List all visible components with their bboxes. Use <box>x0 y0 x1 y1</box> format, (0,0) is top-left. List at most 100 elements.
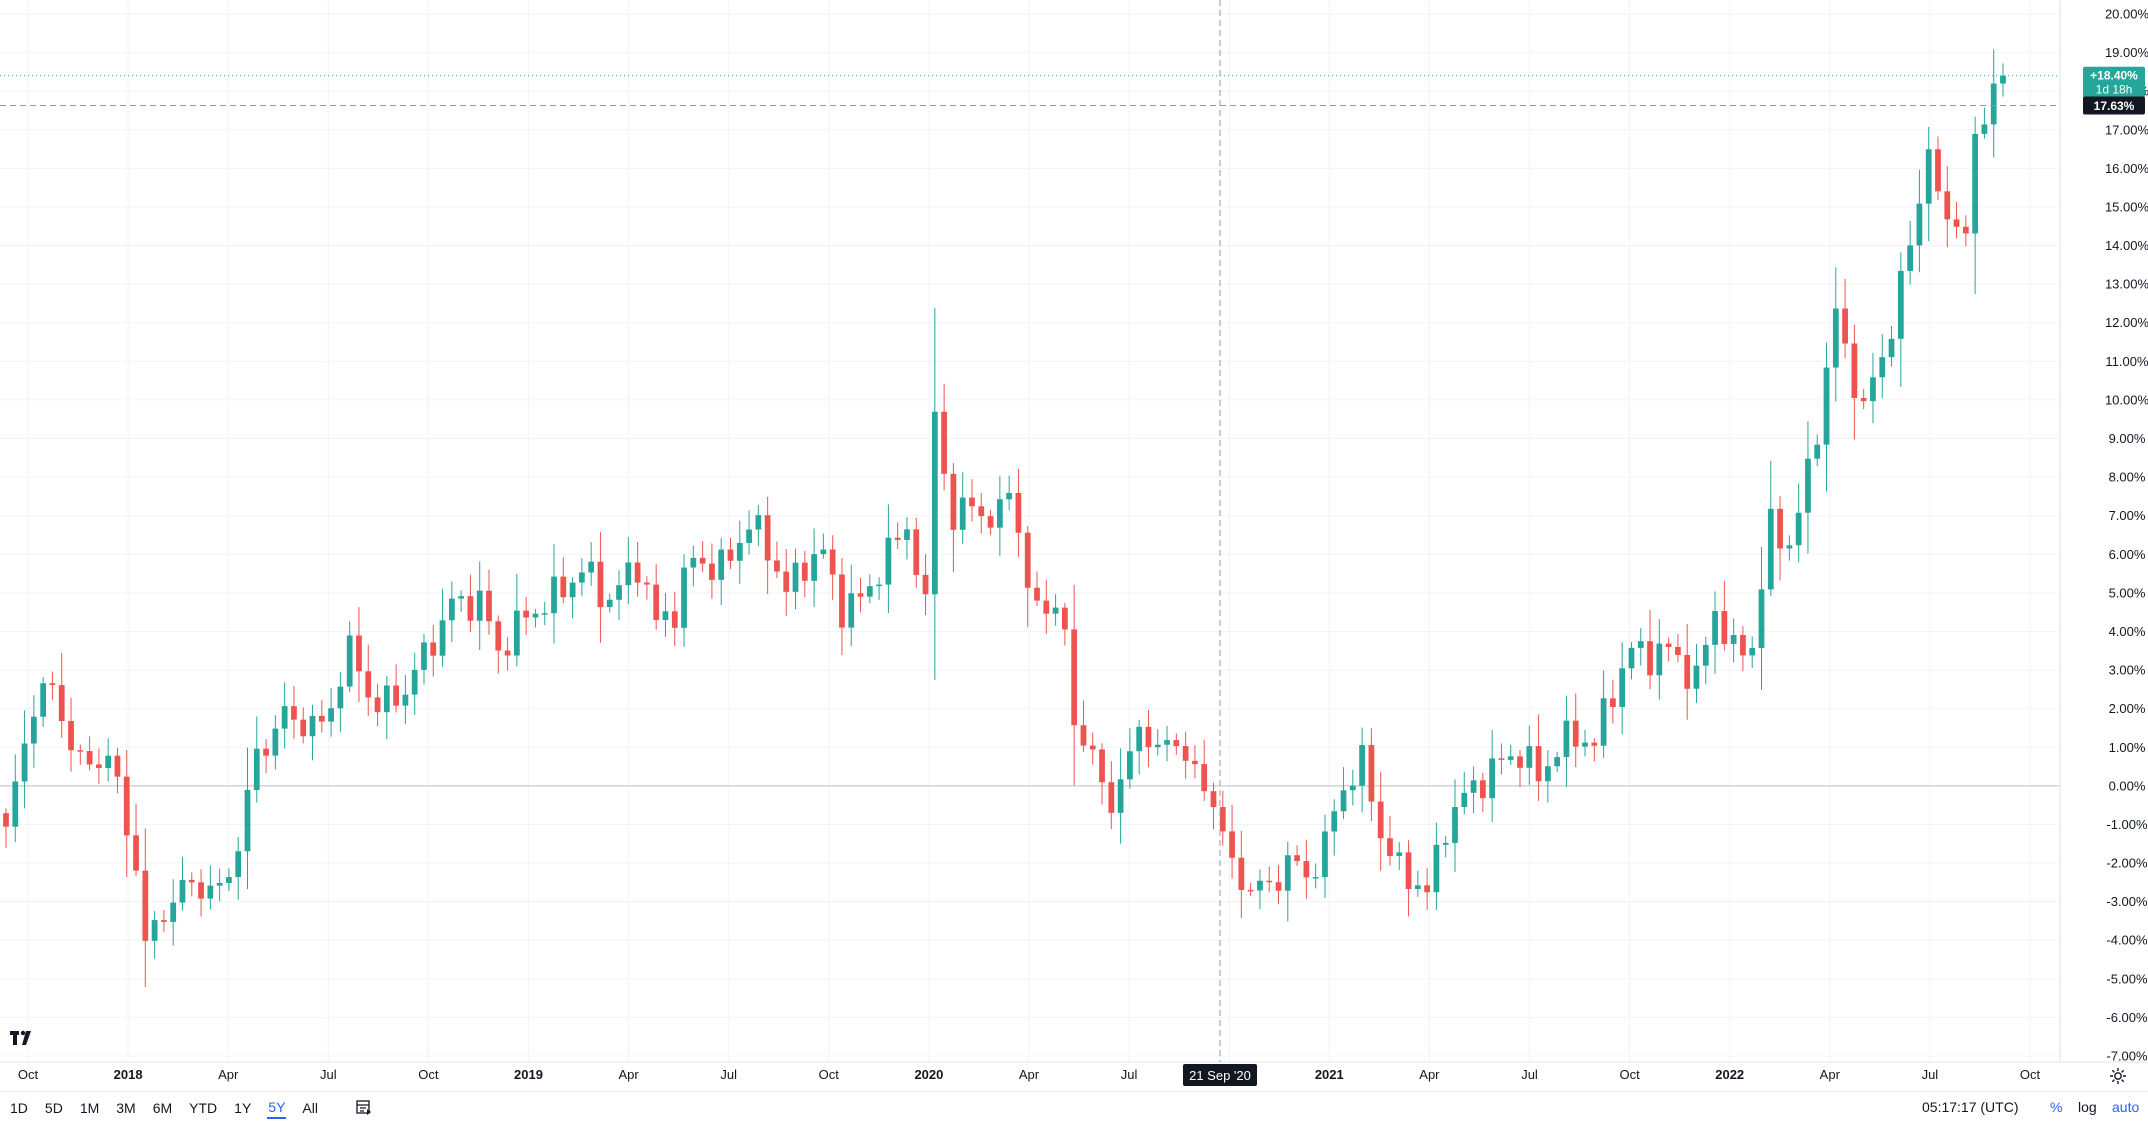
candle-body <box>1006 492 1013 500</box>
timeframe-ytd[interactable]: YTD <box>189 1100 218 1116</box>
candle-body <box>569 582 576 598</box>
candle-body <box>1684 654 1691 689</box>
candle-body <box>671 611 678 628</box>
candle-body <box>356 635 362 672</box>
current-price-label: +18.40% <box>2090 69 2138 83</box>
timeframe-all[interactable]: All <box>302 1100 318 1116</box>
candle-body <box>1349 785 1356 791</box>
percent-scale-toggle[interactable]: % <box>2050 1099 2063 1115</box>
x-tick-label: Oct <box>1619 1067 1640 1082</box>
candle-body <box>1173 740 1180 747</box>
candle-body <box>114 755 121 777</box>
candle-body <box>718 549 725 580</box>
candle-body <box>1628 647 1635 669</box>
candle-body <box>1740 635 1746 656</box>
candle-body <box>1554 757 1561 767</box>
y-tick-label: 15.00% <box>2105 199 2148 214</box>
candle-body <box>244 790 251 852</box>
log-scale-toggle[interactable]: log <box>2078 1099 2097 1115</box>
candle-body <box>68 721 74 751</box>
bar-countdown-label: 1d 18h <box>2096 83 2133 97</box>
candle-body <box>1860 397 1867 402</box>
x-tick-label: 2022 <box>1715 1067 1744 1082</box>
y-tick-label: -6.00% <box>2106 1010 2148 1025</box>
x-tick-label: Apr <box>1820 1067 1841 1082</box>
candle-body <box>1907 245 1913 271</box>
candle-body <box>820 549 827 555</box>
candle-body <box>1944 191 1951 220</box>
utc-clock[interactable]: 05:17:17 (UTC) <box>1922 1099 2019 1115</box>
candle-body <box>931 411 938 595</box>
crosshair-price-label: 17.63% <box>2094 99 2135 113</box>
candle-body <box>430 642 437 656</box>
candle-body <box>644 582 650 585</box>
candle-body <box>1359 745 1365 786</box>
candle-body <box>495 621 502 651</box>
candle-body <box>1145 726 1152 748</box>
timeframe-1m[interactable]: 1M <box>79 1100 100 1116</box>
candle-body <box>792 562 799 592</box>
candle-body <box>40 683 47 717</box>
candle-body <box>866 586 873 597</box>
candle-body <box>253 748 260 791</box>
candle-body <box>783 571 790 592</box>
settings-gear-icon[interactable] <box>2108 1066 2128 1086</box>
candle-body <box>1479 780 1486 799</box>
date-range-icon[interactable] <box>355 1099 373 1117</box>
candle-body <box>86 751 93 765</box>
candle-body <box>1201 764 1208 792</box>
candle-body <box>1767 508 1774 590</box>
timeframe-5y[interactable]: 5Y <box>267 1097 287 1119</box>
candle-body <box>281 706 288 729</box>
timeframe-1y[interactable]: 1Y <box>234 1100 252 1116</box>
candle-body <box>21 743 28 782</box>
candle-body <box>764 515 771 561</box>
candle-body <box>1675 646 1681 655</box>
candle-body <box>1470 780 1477 793</box>
auto-scale-toggle[interactable]: auto <box>2112 1099 2140 1115</box>
candle-body <box>272 728 279 756</box>
candle-body <box>1526 746 1533 768</box>
crosshair-date-label: 21 Sep '20 <box>1189 1068 1251 1083</box>
tradingview-logo[interactable] <box>8 1028 36 1048</box>
candle-body <box>922 574 929 595</box>
candle-body <box>1600 698 1607 746</box>
candle-body <box>1024 532 1031 588</box>
candle-body <box>1461 792 1468 808</box>
candle-body <box>1610 698 1616 708</box>
candle-body <box>476 590 483 621</box>
candle-body <box>1312 877 1319 879</box>
candle-body <box>96 764 102 769</box>
y-tick-label: 4.00% <box>2109 624 2146 639</box>
candle-body <box>133 835 139 871</box>
candle-body <box>1591 742 1598 746</box>
x-tick-label: Jul <box>720 1067 737 1082</box>
candle-body <box>1693 665 1700 689</box>
timeframe-5d[interactable]: 5D <box>44 1100 63 1116</box>
candle-body <box>300 719 307 737</box>
candle-body <box>1730 635 1737 644</box>
chart-canvas[interactable]: 20.00%19.00%18.00%17.00%16.00%15.00%14.0… <box>0 0 2148 1092</box>
candle-body <box>1414 885 1421 890</box>
candle-body <box>829 549 836 575</box>
candle-body <box>755 515 762 530</box>
candle-body <box>709 563 715 580</box>
candle-body <box>1897 270 1904 339</box>
y-tick-label: 1.00% <box>2109 740 2146 755</box>
y-tick-label: -1.00% <box>2106 817 2148 832</box>
candle-body <box>839 574 845 628</box>
candle-body <box>774 560 780 572</box>
timeframe-6m[interactable]: 6M <box>152 1100 173 1116</box>
x-tick-label: Jul <box>320 1067 337 1082</box>
candle-body <box>1052 607 1059 614</box>
timeframe-1d[interactable]: 1D <box>10 1100 28 1116</box>
x-tick-label: 2020 <box>914 1067 943 1082</box>
x-tick-label: Jul <box>1121 1067 1138 1082</box>
y-tick-label: 11.00% <box>2105 354 2148 369</box>
candle-body <box>1210 791 1217 808</box>
candle-body <box>504 650 511 656</box>
candle-body <box>551 576 557 614</box>
candle-body <box>1154 744 1161 748</box>
timeframe-3m[interactable]: 3M <box>116 1100 136 1116</box>
